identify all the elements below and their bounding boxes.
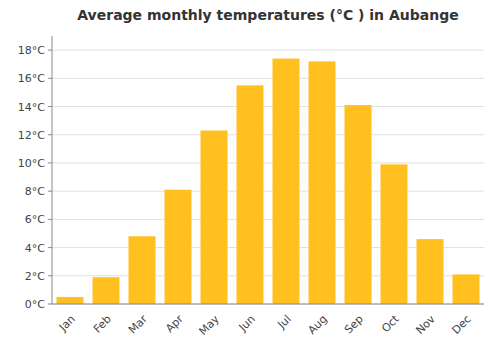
y-tick-label: 10°C: [18, 157, 45, 170]
chart-title: Average monthly temperatures (°C ) in Au…: [77, 7, 458, 23]
y-tick-label: 4°C: [25, 242, 45, 255]
y-tick-label: 18°C: [18, 44, 45, 57]
chart-container: Average monthly temperatures (°C ) in Au…: [0, 0, 500, 350]
grid-line: [52, 191, 484, 192]
bar: [237, 85, 264, 304]
x-axis-line: [52, 304, 484, 305]
x-tick-label: Jul: [274, 313, 293, 332]
grid-line: [52, 134, 484, 135]
x-tick-label: Jun: [236, 313, 258, 335]
y-tick: [48, 304, 52, 305]
y-tick: [48, 191, 52, 192]
bar: [417, 239, 444, 304]
bar: [201, 131, 228, 304]
x-tick-label: Dec: [450, 313, 474, 337]
y-tick: [48, 162, 52, 163]
x-tick-label: Sep: [342, 313, 366, 337]
x-tick-label: Aug: [305, 313, 329, 337]
y-tick: [48, 134, 52, 135]
y-tick-label: 0°C: [25, 298, 45, 311]
y-tick-label: 8°C: [25, 185, 45, 198]
y-tick-label: 14°C: [18, 101, 45, 114]
grid: [52, 50, 484, 304]
y-tick: [48, 50, 52, 51]
grid-line: [52, 106, 484, 107]
y-tick-label: 16°C: [18, 72, 45, 85]
x-tick-label: Feb: [91, 313, 114, 336]
y-tick: [48, 247, 52, 248]
x-tick-label: Apr: [163, 312, 186, 335]
bar: [57, 297, 84, 304]
y-tick-label: 2°C: [25, 270, 45, 283]
grid-line: [52, 50, 484, 51]
grid-line: [52, 219, 484, 220]
y-tick-label: 12°C: [18, 129, 45, 142]
bar: [165, 190, 192, 304]
y-tick-label: 6°C: [25, 213, 45, 226]
grid-line: [52, 78, 484, 79]
y-axis-line: [52, 36, 53, 304]
bars: [57, 59, 480, 304]
bar: [381, 164, 408, 304]
x-tick-label: Nov: [413, 312, 438, 337]
y-tick: [48, 275, 52, 276]
y-axis-ticks: 0°C 2°C 4°C 6°C 8°C 10°C 12°C 14°C 16°C 18°C: [18, 44, 52, 311]
page: {"chart_data": {"type": "bar", "title": …: [0, 0, 500, 350]
bar: [345, 105, 372, 304]
grid-line: [52, 162, 484, 163]
y-tick: [48, 106, 52, 107]
x-tick-label: Jan: [56, 313, 78, 335]
x-tick-label: May: [196, 312, 222, 338]
x-tick-label: Mar: [126, 312, 150, 336]
bar: [273, 59, 300, 304]
grid-line: [52, 304, 484, 305]
y-tick: [48, 78, 52, 79]
x-tick-label: Oct: [379, 312, 402, 335]
bar: [453, 274, 480, 304]
chart-svg: Average monthly temperatures (°C ) in Au…: [0, 0, 500, 350]
bar: [309, 61, 336, 304]
bar: [93, 277, 120, 304]
y-tick: [48, 219, 52, 220]
x-axis-ticks: Jan Feb Mar Apr May Jun Jul Aug Sep Oct Nov Dec: [56, 312, 474, 338]
bar: [129, 236, 156, 304]
